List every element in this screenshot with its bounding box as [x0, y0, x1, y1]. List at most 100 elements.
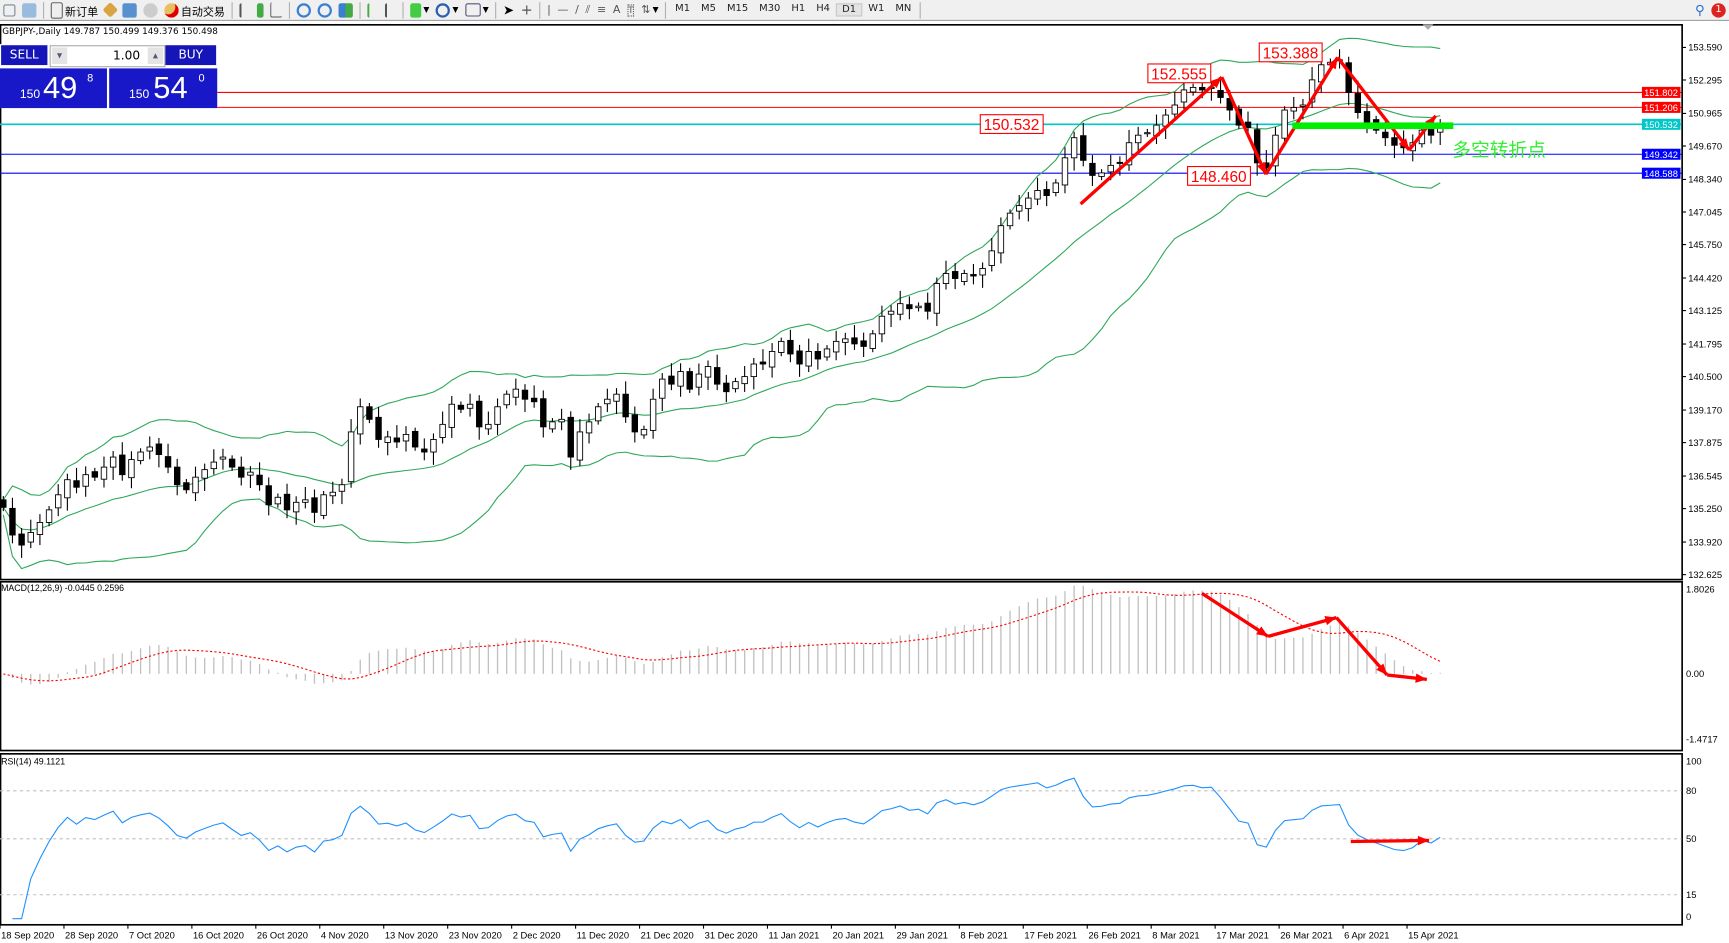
signals-icon[interactable]: [122, 2, 137, 18]
timeframe-mn[interactable]: MN: [895, 3, 912, 15]
candle-body: [402, 433, 410, 442]
auto-trading-button[interactable]: 自动交易: [161, 1, 228, 19]
timeframe-m1[interactable]: M1: [675, 3, 691, 15]
candle-body: [45, 509, 53, 523]
window-icon[interactable]: [3, 3, 16, 16]
candle-body: [695, 373, 703, 388]
periods-clock-icon[interactable]: [435, 2, 451, 18]
sell-button[interactable]: SELL: [1, 45, 48, 66]
horizontal-line-icon[interactable]: —: [557, 3, 569, 16]
arrowhead-icon: [1324, 616, 1337, 626]
candle-body: [759, 361, 767, 365]
turning-point-text: 多空转折点: [1452, 141, 1546, 162]
autoscroll-icon[interactable]: [367, 2, 378, 18]
price-axis-label: 143.125: [1688, 306, 1722, 316]
candlestick-icon[interactable]: [256, 2, 264, 18]
dropdown-arrow-icon[interactable]: ▼: [423, 5, 430, 15]
indicators-icon[interactable]: [410, 2, 422, 18]
candle-body: [247, 471, 254, 476]
search-icon[interactable]: ⚲: [1695, 2, 1705, 18]
zoom-in-icon[interactable]: [296, 2, 311, 18]
timeframe-d1[interactable]: D1: [835, 3, 863, 17]
timeframe-m5[interactable]: M5: [701, 3, 716, 15]
candle-body: [1125, 142, 1133, 166]
date-axis-label: 6 Apr 2021: [1344, 931, 1389, 941]
timeframe-m30[interactable]: M30: [759, 3, 781, 15]
dropdown-arrow-icon[interactable]: ▼: [452, 5, 459, 15]
new-order-button[interactable]: 新订单: [47, 1, 101, 19]
date-axis-label: 15 Apr 2021: [1408, 931, 1458, 941]
radio-icon[interactable]: [143, 2, 158, 18]
notification-badge[interactable]: 1: [1711, 2, 1726, 18]
price-callout-label: 150.532: [984, 117, 1040, 134]
candle-body: [9, 507, 16, 536]
candle-body: [1116, 161, 1124, 164]
candle-body: [613, 393, 620, 402]
candle-body: [1034, 190, 1041, 200]
timeframe-w1[interactable]: W1: [868, 3, 885, 15]
text-label-icon[interactable]: T: [626, 3, 635, 16]
buy-button[interactable]: BUY: [165, 45, 217, 66]
candle-body: [961, 273, 968, 282]
bar-chart-icon[interactable]: [239, 2, 250, 18]
lot-increase-button[interactable]: ▲: [147, 47, 164, 64]
candle-body: [27, 532, 34, 543]
zoom-window-icon[interactable]: [22, 2, 37, 18]
date-axis-label: 7 Oct 2020: [129, 931, 175, 941]
text-icon[interactable]: A: [612, 3, 621, 16]
date-axis-label: 26 Feb 2021: [1088, 931, 1141, 941]
ask-price-button[interactable]: 150 54 0: [109, 68, 218, 109]
candle-body: [457, 404, 465, 410]
timeframe-h1[interactable]: H1: [791, 3, 806, 15]
chart-area[interactable]: 153.590 152.295 150.965 149.670 148.340 147.0…: [0, 21, 1729, 943]
trend-arrow-down: [1336, 56, 1411, 152]
crosshair-icon[interactable]: +: [520, 1, 533, 19]
price-axis-label: 150.965: [1688, 109, 1722, 119]
price-axis-label: 141.795: [1688, 339, 1722, 349]
trendline-icon[interactable]: /: [575, 3, 579, 16]
candle-body: [128, 459, 135, 479]
dropdown-arrow-icon[interactable]: ▼: [652, 5, 659, 15]
arrows-icon[interactable]: ⇅: [641, 3, 651, 16]
chart-shift-icon[interactable]: [384, 2, 396, 18]
rsi-axis-label: 100: [1686, 756, 1702, 766]
vertical-line-icon[interactable]: |: [547, 3, 551, 16]
fibonacci-icon[interactable]: ≡: [596, 3, 607, 16]
candle-body: [476, 400, 483, 428]
dropdown-arrow-icon[interactable]: ▼: [482, 5, 489, 15]
candle-body: [36, 522, 44, 535]
chart-shift-marker-icon: [1422, 24, 1434, 30]
timeframe-h4[interactable]: H4: [816, 3, 830, 15]
candle-body: [732, 381, 739, 390]
market-icon[interactable]: [102, 2, 119, 18]
candle-body: [1098, 172, 1105, 177]
channel-icon[interactable]: ⫽: [585, 3, 591, 16]
trend-arrow-up: [1079, 75, 1223, 206]
date-axis-label: 29 Jan 2021: [896, 931, 948, 941]
tile-windows-icon[interactable]: [338, 2, 353, 18]
date-axis-label: 17 Mar 2021: [1216, 931, 1269, 941]
zoom-out-icon[interactable]: [317, 2, 332, 18]
candle-body: [55, 494, 62, 509]
lot-value[interactable]: 1.00: [113, 48, 141, 63]
cursor-icon[interactable]: ➤: [503, 2, 515, 18]
macd-axis-label: 0.00: [1686, 669, 1704, 679]
candle-body: [466, 403, 474, 409]
date-axis-label: 21 Dec 2020: [641, 931, 694, 941]
candle-body: [906, 304, 913, 310]
level-price-tag: [1641, 101, 1681, 113]
timeframe-m15[interactable]: M15: [726, 3, 749, 15]
templates-icon[interactable]: [465, 3, 481, 17]
line-chart-icon[interactable]: [270, 2, 283, 18]
price-axis-label: 133.920: [1688, 537, 1722, 547]
lot-decrease-button[interactable]: ▼: [51, 47, 68, 64]
arrowhead-icon: [1415, 673, 1427, 683]
bid-price-button[interactable]: 150 49 8: [0, 68, 107, 109]
price-callout-label: 153.388: [1263, 45, 1319, 62]
candle-body: [842, 338, 849, 343]
price-axis-label: 144.420: [1688, 273, 1722, 283]
candle-body: [393, 437, 401, 443]
candle-body: [1299, 104, 1307, 107]
candle-body: [0, 499, 7, 508]
lot-size-input[interactable]: ▼ 1.00 ▲: [49, 45, 166, 68]
